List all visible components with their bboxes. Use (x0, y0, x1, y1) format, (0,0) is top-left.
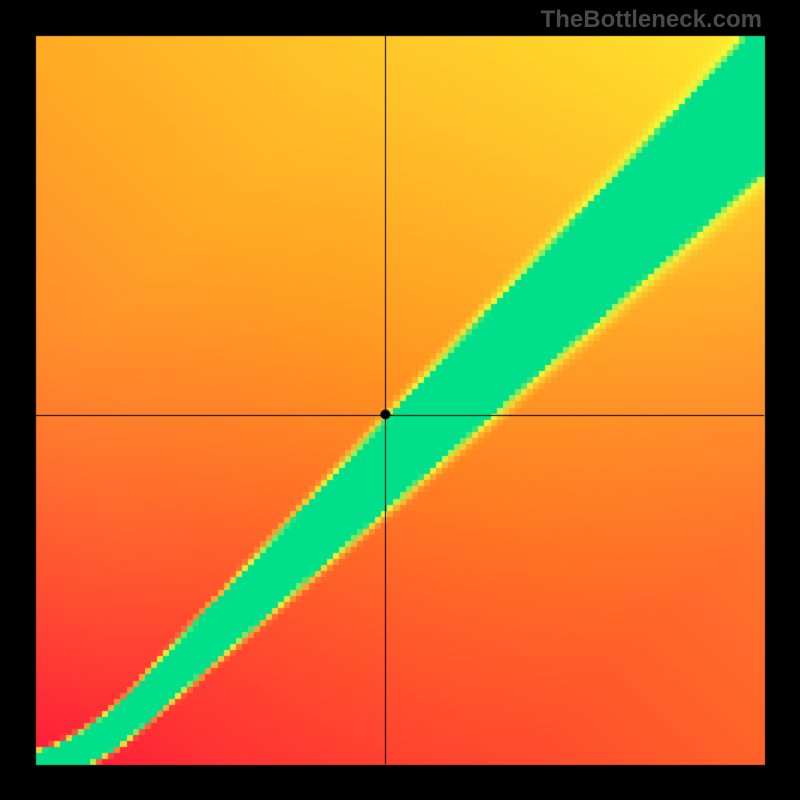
bottleneck-heatmap (0, 0, 800, 800)
watermark-text: TheBottleneck.com (541, 6, 762, 34)
chart-container: TheBottleneck.com (0, 0, 800, 800)
